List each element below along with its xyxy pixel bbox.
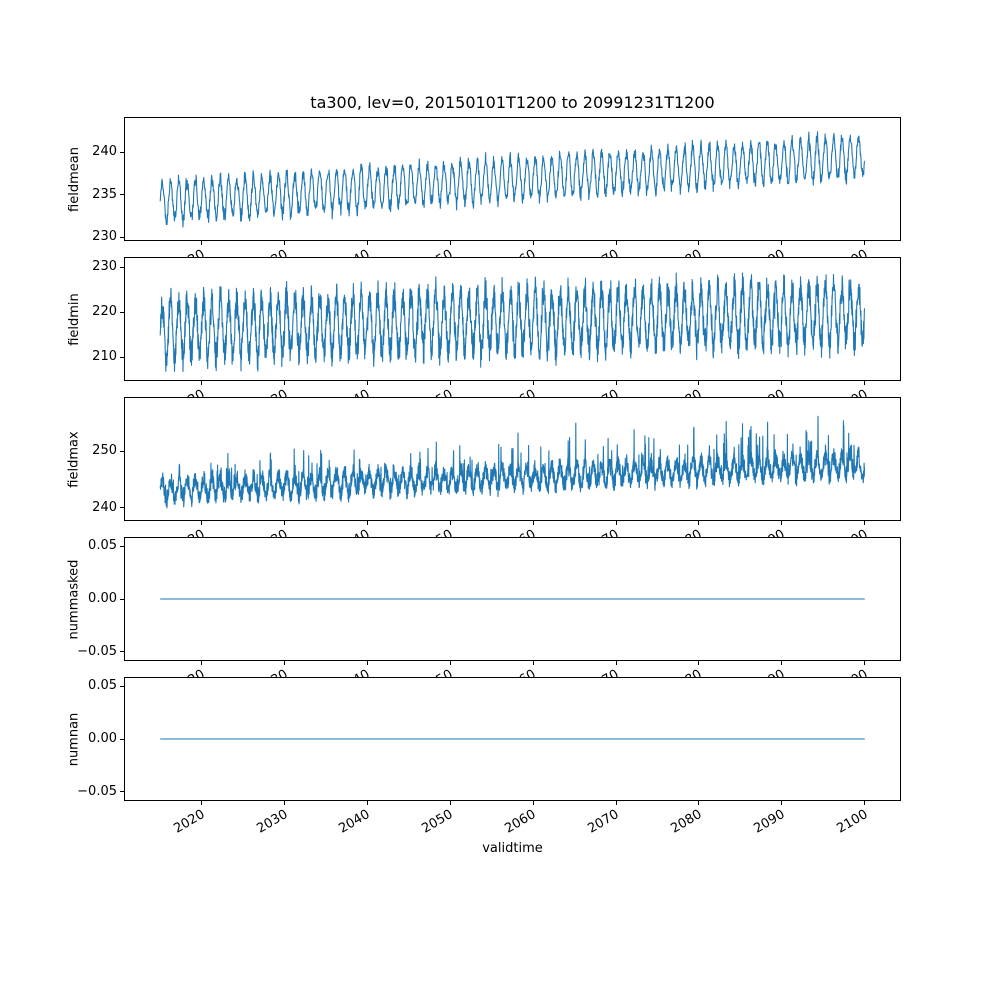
x-tick-mark [532,801,534,805]
plot-area [160,738,865,740]
x-tick-mark [201,241,203,245]
x-axis-label: validtime [482,841,543,856]
plot-area [159,131,865,228]
x-tick-mark [864,381,866,385]
y-tick-mark [120,236,124,238]
x-tick-mark [615,241,617,245]
series-line [159,415,866,509]
x-tick-mark [201,381,203,385]
x-tick-mark [366,661,368,665]
x-tick-mark [366,521,368,525]
y-tick-mark [120,545,124,547]
x-tick-mark [532,381,534,385]
subplot-numnan: numnan −0.05 0.00 0.05 2020 2030 2040 2050 2060 2… [67,677,901,837]
y-tick-label: 0.05 [88,678,117,694]
x-tick-mark [698,801,700,805]
x-tick-mark [781,241,783,245]
x-tick-mark [532,241,534,245]
y-tick-mark [120,598,124,600]
plot-area [159,415,866,509]
x-tick-mark [864,801,866,805]
x-tick-mark [201,801,203,805]
x-tick-mark [201,661,203,665]
y-axis-label-wrap: fieldmean [65,118,83,240]
x-tick-mark [615,381,617,385]
y-tick-mark [120,651,124,653]
x-tick-mark [864,521,866,525]
series-line [159,272,866,373]
y-tick-mark [120,791,124,793]
y-tick-label: −0.05 [77,783,117,799]
y-tick-mark [120,311,124,313]
x-tick-mark [449,801,451,805]
y-tick-mark [120,738,124,740]
x-tick-mark [284,381,286,385]
x-tick-mark [284,241,286,245]
x-tick-mark [781,521,783,525]
y-tick-label: 0.00 [88,591,117,606]
x-tick-mark [366,381,368,385]
y-tick-mark [120,194,124,196]
x-tick-mark [615,661,617,665]
subplot-fieldmax: fieldmax24025020202030204020502060207020… [67,397,901,557]
plot-area [159,272,866,373]
y-tick-label: 240 [92,499,117,515]
x-tick-mark [284,521,286,525]
plot-area [160,598,865,600]
y-tick-label: 210 [92,349,117,365]
y-tick-label: 250 [92,443,117,459]
y-tick-mark [120,356,124,358]
x-tick-mark [781,381,783,385]
series-line [159,131,865,228]
y-tick-mark [120,507,124,509]
y-tick-label: 230 [92,259,117,275]
y-tick-label: −0.05 [77,643,117,659]
y-tick-mark [120,450,124,452]
y-tick-label: 0.00 [88,731,117,746]
x-tick-mark [532,521,534,525]
x-tick-mark [864,241,866,245]
x-tick-mark [449,661,451,665]
x-tick-mark [615,801,617,805]
y-tick-label: 220 [92,304,117,320]
y-tick-mark [120,266,124,268]
subplot-fieldmin: fieldmin21022023020202030204020502060207… [67,257,901,417]
x-tick-mark [698,241,700,245]
x-tick-mark [532,661,534,665]
x-tick-mark [781,661,783,665]
y-tick-label: 240 [92,144,117,160]
x-tick-mark [698,521,700,525]
x-tick-mark [698,661,700,665]
x-tick-mark [781,801,783,805]
x-tick-mark [366,241,368,245]
subplot-nummasked: nummasked−0.050.000.05202020302040205020… [67,537,901,697]
x-tick-mark [615,521,617,525]
y-tick-label: 235 [92,186,117,202]
y-tick-label: 0.05 [88,538,117,554]
x-tick-mark [698,381,700,385]
y-tick-mark [120,151,124,153]
x-tick-mark [864,661,866,665]
x-tick-mark [284,801,286,805]
y-tick-mark [120,685,124,687]
x-tick-mark [449,381,451,385]
x-tick-mark [366,801,368,805]
subplot-fieldmean: fieldmean2302352402020203020402050206020… [67,117,901,277]
x-tick-mark [201,521,203,525]
y-tick-label: 230 [92,229,117,245]
x-tick-mark [284,661,286,665]
x-tick-mark [449,241,451,245]
chart-title: ta300, lev=0, 20150101T1200 to 20991231T… [310,93,715,112]
x-tick-mark [449,521,451,525]
